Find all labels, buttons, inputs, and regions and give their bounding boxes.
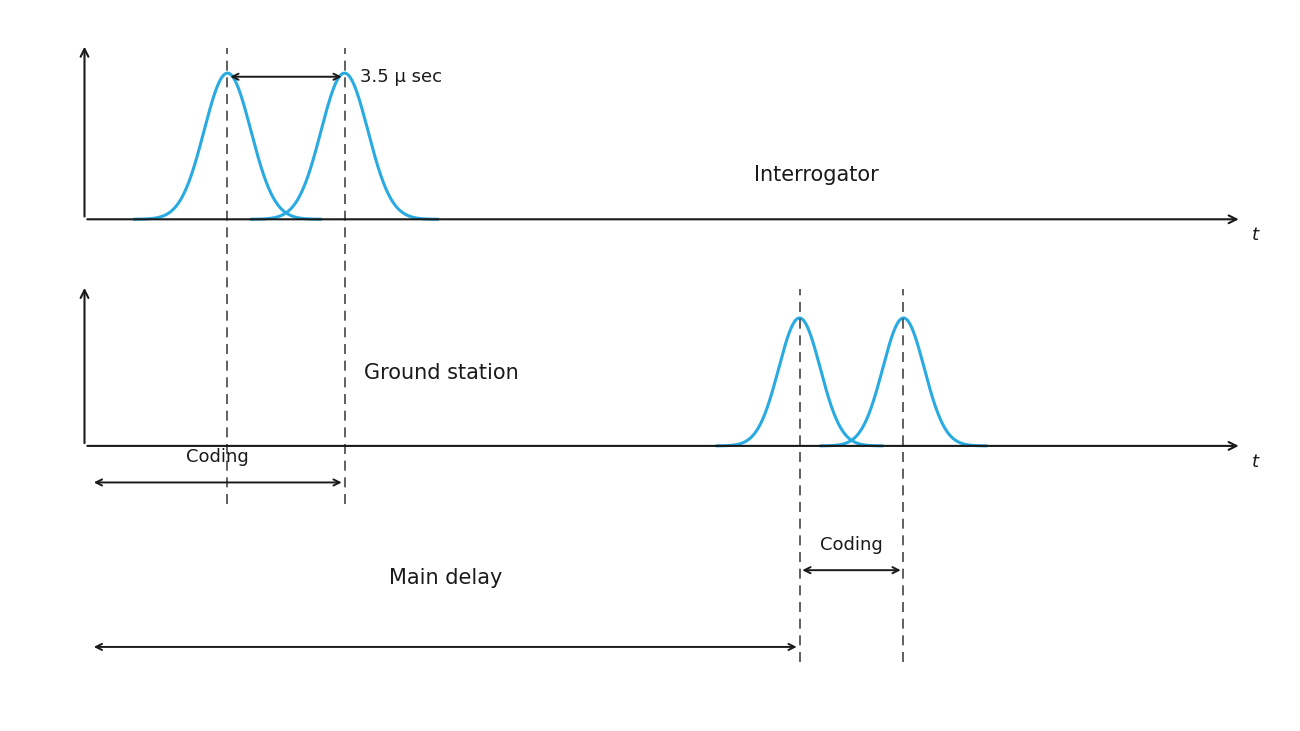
Text: Ground station: Ground station (364, 363, 519, 383)
Text: t: t (1252, 227, 1258, 244)
Text: Coding: Coding (186, 448, 250, 466)
Text: 3.5 μ sec: 3.5 μ sec (360, 68, 442, 86)
Text: Main delay: Main delay (389, 569, 502, 588)
Text: t: t (1252, 453, 1258, 471)
Text: Coding: Coding (820, 536, 883, 554)
Text: Interrogator: Interrogator (754, 165, 879, 186)
